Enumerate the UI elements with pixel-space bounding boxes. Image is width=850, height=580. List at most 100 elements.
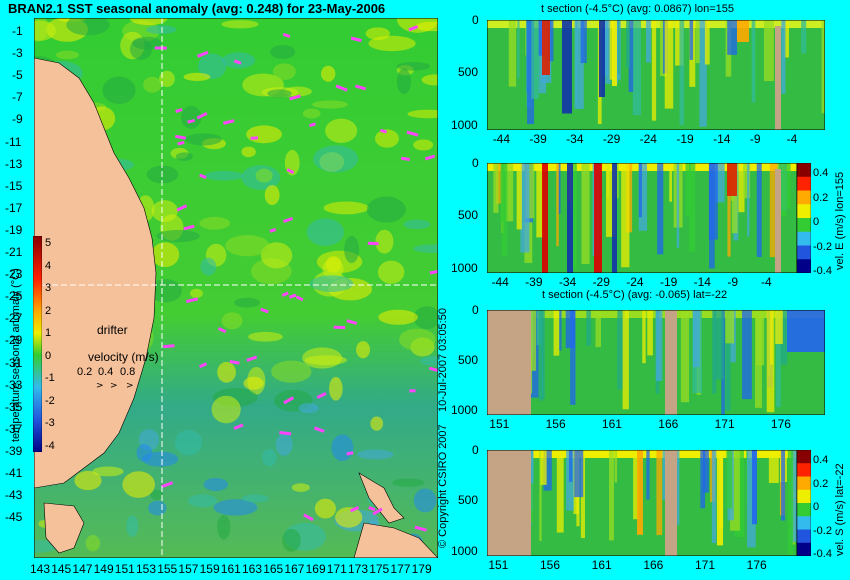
anomaly-blob <box>184 133 222 146</box>
anomaly-blob <box>221 52 256 69</box>
t-section-lon-x-tick-7: -9 <box>749 132 761 146</box>
section-streak <box>784 20 789 58</box>
section-streak <box>763 20 774 82</box>
section-streak <box>642 310 646 364</box>
vel-s-section-x-tick-5: 176 <box>746 558 767 572</box>
drifter-mark <box>229 360 240 365</box>
anomaly-blob <box>370 416 384 431</box>
map-x-tick-7: 157 <box>178 562 199 576</box>
drifter-mark <box>282 32 291 39</box>
section-streak <box>703 450 709 493</box>
vel-s-colorbar <box>797 450 811 556</box>
map-x-tick-14: 171 <box>326 562 347 576</box>
section-streak <box>525 163 535 219</box>
colorbar-step <box>797 204 811 219</box>
anomaly-blob <box>407 109 438 119</box>
map-y-tick-3: -7 <box>12 90 23 105</box>
section-streak <box>766 310 775 413</box>
anomaly-blob <box>200 257 217 276</box>
anomaly-blob <box>211 395 241 424</box>
section-streak <box>769 163 780 258</box>
t-section-lon-y-tick-2: 1000 <box>451 117 478 132</box>
section-streak <box>505 163 514 222</box>
section-streak <box>751 20 756 103</box>
copyright-text: © Copyright CSIRO 2007 <box>437 424 449 548</box>
anomaly-blob <box>320 65 336 82</box>
section-streak <box>787 450 794 555</box>
section-streak <box>559 310 562 351</box>
drifter-mark <box>175 134 187 140</box>
section-streak <box>496 163 504 204</box>
map-y-tick-18: -37 <box>5 421 23 436</box>
drifter-mark <box>408 25 419 32</box>
drifter-mark <box>199 173 207 180</box>
section-streak <box>543 450 552 491</box>
anomaly-blob <box>174 429 203 456</box>
svg-text:>: > <box>110 381 118 390</box>
anomaly-blob <box>241 146 256 158</box>
section-streak <box>546 20 554 62</box>
anomaly-blob <box>267 89 292 98</box>
anomaly-blob <box>271 360 312 383</box>
vel-s-section-y-tick-0: 0 <box>472 443 479 457</box>
map-x-tick-13: 169 <box>305 562 326 576</box>
section-streak <box>669 163 673 202</box>
section-streak <box>536 163 544 238</box>
t-section-lon-x-tick-4: -24 <box>639 132 657 146</box>
anomaly-blob <box>329 376 343 401</box>
colorbar-step <box>797 245 811 261</box>
vel-e-cbar-tick-2: 0 <box>813 216 820 228</box>
section-streak <box>727 163 731 257</box>
map-x-tick-1: 145 <box>51 562 72 576</box>
section-streak <box>621 163 630 268</box>
colorbar-step <box>797 450 811 465</box>
section-streak <box>645 20 651 63</box>
anomaly-blob <box>126 515 139 537</box>
vel-e-section-x-tick-8: -4 <box>761 275 772 289</box>
vel-e-colorbar <box>797 163 811 273</box>
velocity-label: velocity (m/s) <box>88 350 159 364</box>
t-section-lon-title: t section (-4.5°C) (avg: 0.0867) lon=155 <box>541 3 735 15</box>
section-streak <box>556 163 559 247</box>
anomaly-blob <box>331 434 354 462</box>
section-streak <box>540 450 547 485</box>
t-section-lon-y-tick-0: 0 <box>472 13 479 27</box>
section-core <box>612 20 617 86</box>
anomaly-blob <box>198 53 227 80</box>
section-streak <box>626 20 630 68</box>
section-streak <box>725 310 735 344</box>
section-streak <box>633 450 639 520</box>
section-core <box>737 20 749 42</box>
section-streak <box>606 163 616 237</box>
map-y-tick-6: -13 <box>5 156 23 171</box>
colorbar-step <box>797 516 811 531</box>
vel-s-section-plot <box>487 450 797 556</box>
t-section-lat-x-tick-1: 156 <box>545 417 566 431</box>
drifter-mark <box>223 119 235 125</box>
section-core <box>594 163 602 273</box>
vel-s-section-y-tick-1: 500 <box>458 493 479 508</box>
anomaly-blob <box>204 170 244 181</box>
velocity-value-2: 0.8 <box>120 366 136 378</box>
vel-s-cbar-tick-0: 0.4 <box>813 454 829 466</box>
anomaly-blob <box>150 489 163 501</box>
map-x-tick-0: 143 <box>30 562 51 576</box>
vel-s-cbar-tick-2: 0 <box>813 501 820 513</box>
anomaly-blob <box>368 35 416 52</box>
section-streak <box>689 20 694 60</box>
anomaly-blob <box>225 235 270 257</box>
drifter-mark <box>333 325 346 330</box>
vel-e-cbar-tick-1: 0.2 <box>813 191 829 204</box>
anomaly-blob <box>344 235 360 264</box>
colorbar-step <box>797 259 811 273</box>
section-streak <box>664 20 674 109</box>
section-streak <box>730 450 740 531</box>
section-streak <box>768 450 779 484</box>
section-streak <box>493 163 499 213</box>
colorbar-step <box>797 218 811 233</box>
colorbar-step <box>797 542 811 556</box>
anomaly-blob <box>129 18 168 26</box>
map-y-tick-11: -23 <box>5 267 23 282</box>
section-streak <box>614 450 618 483</box>
drifter-mark <box>260 307 269 314</box>
